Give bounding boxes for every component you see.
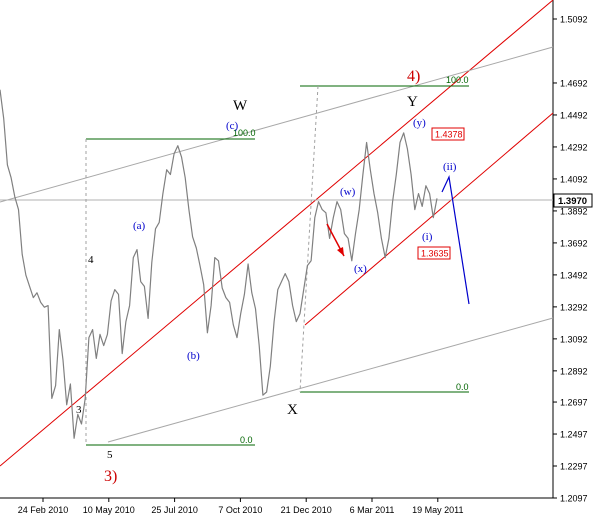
current-price-marker: 1.3970 — [553, 193, 593, 208]
wave-y-sub-label: (y) — [413, 117, 426, 129]
wave-c-label: (c) — [226, 120, 239, 132]
current-price-box — [553, 193, 593, 208]
x-tick-label: 21 Dec 2010 — [281, 505, 332, 515]
grey-channel-upper-line — [0, 46, 554, 203]
y-tick-label: 1.3492 — [560, 270, 588, 280]
grey-channel-lower-line — [107, 317, 554, 443]
y-tick-label: 1.2497 — [560, 430, 588, 440]
y-tick-label: 1.2097 — [560, 494, 588, 504]
y-tick-label: 1.3292 — [560, 302, 588, 312]
fib-right-0-label: 0.0 — [456, 382, 469, 392]
x-tick-label: 25 Jul 2010 — [151, 505, 198, 515]
y-tick-label: 1.4492 — [560, 110, 588, 120]
low-price-label: 1.3635 — [421, 249, 449, 259]
red-arrow-head — [337, 247, 344, 256]
current-price-label: 1.3970 — [558, 196, 587, 207]
wave-w-sub-label: (w) — [340, 186, 356, 198]
x-tick-label: 6 Mar 2011 — [350, 505, 395, 515]
x-tick-label: 10 May 2010 — [83, 505, 135, 515]
x-tick-label: 7 Oct 2010 — [218, 505, 262, 515]
red-channel-lower-line — [304, 112, 554, 326]
y-tick-label: 1.2297 — [560, 462, 588, 472]
wave-sub-5-label: 5 — [107, 449, 113, 461]
y-tick-label: 1.3092 — [560, 334, 588, 344]
projection-path — [441, 174, 470, 305]
wave-w-label: W — [233, 98, 248, 114]
wave-ii-label: (ii) — [443, 161, 457, 173]
low-price-box — [417, 246, 451, 260]
fib-right-100-label: 100.0 — [446, 75, 469, 85]
wave-y-label: Y — [407, 94, 418, 110]
channel-lines — [0, 0, 554, 467]
wave-x-label: X — [287, 402, 298, 418]
high-price-box — [431, 127, 465, 141]
wave-x-sub-label: (x) — [354, 263, 367, 275]
fibonacci-lines: 100.0 0.0 100.0 0.0 — [85, 75, 469, 446]
wave-labels: W Y X 4) 3) 4 3 5 (a) (b) (c) (w) (x) (y… — [76, 68, 457, 485]
x-tick-label: 19 May 2011 — [412, 505, 463, 515]
fib-left-100-label: 100.0 — [233, 128, 256, 138]
y-tick-label: 1.4292 — [560, 142, 588, 152]
wave-a-label: (a) — [133, 220, 146, 232]
wave-i-label: (i) — [422, 231, 433, 243]
y-tick-label: 1.3692 — [560, 238, 588, 248]
y-tick-label: 1.5092 — [560, 15, 588, 25]
fib-left-0-label: 0.0 — [240, 435, 253, 445]
wave-b-label: (b) — [187, 350, 200, 362]
high-price-label: 1.4378 — [435, 130, 463, 140]
y-tick-label: 1.2892 — [560, 366, 588, 376]
price-boxes: 1.4378 1.3635 — [417, 127, 465, 260]
red-channel-upper-line — [0, 0, 554, 467]
wave-3-label: 3) — [104, 468, 117, 485]
y-tick-label: 1.4692 — [560, 78, 588, 88]
x-tick-label: 24 Feb 2010 — [18, 505, 69, 515]
trend-annotations — [326, 174, 470, 305]
y-tick-label: 1.3892 — [560, 206, 588, 216]
y-axis-ticks: 1.5092 1.4692 1.4492 1.4292 1.4092 1.3892 1.36… — [553, 15, 588, 504]
wave-4-label: 4) — [407, 68, 420, 85]
y-tick-label: 1.4092 — [560, 174, 588, 184]
price-series-line — [0, 89, 438, 439]
x-axis-ticks: 24 Feb 2010 10 May 2010 25 Jul 2010 7 Oct 2… — [18, 498, 463, 515]
wave-sub-4-label: 4 — [88, 254, 94, 266]
wave-sub-3-label: 3 — [76, 404, 82, 416]
y-tick-label: 1.2697 — [560, 398, 588, 408]
